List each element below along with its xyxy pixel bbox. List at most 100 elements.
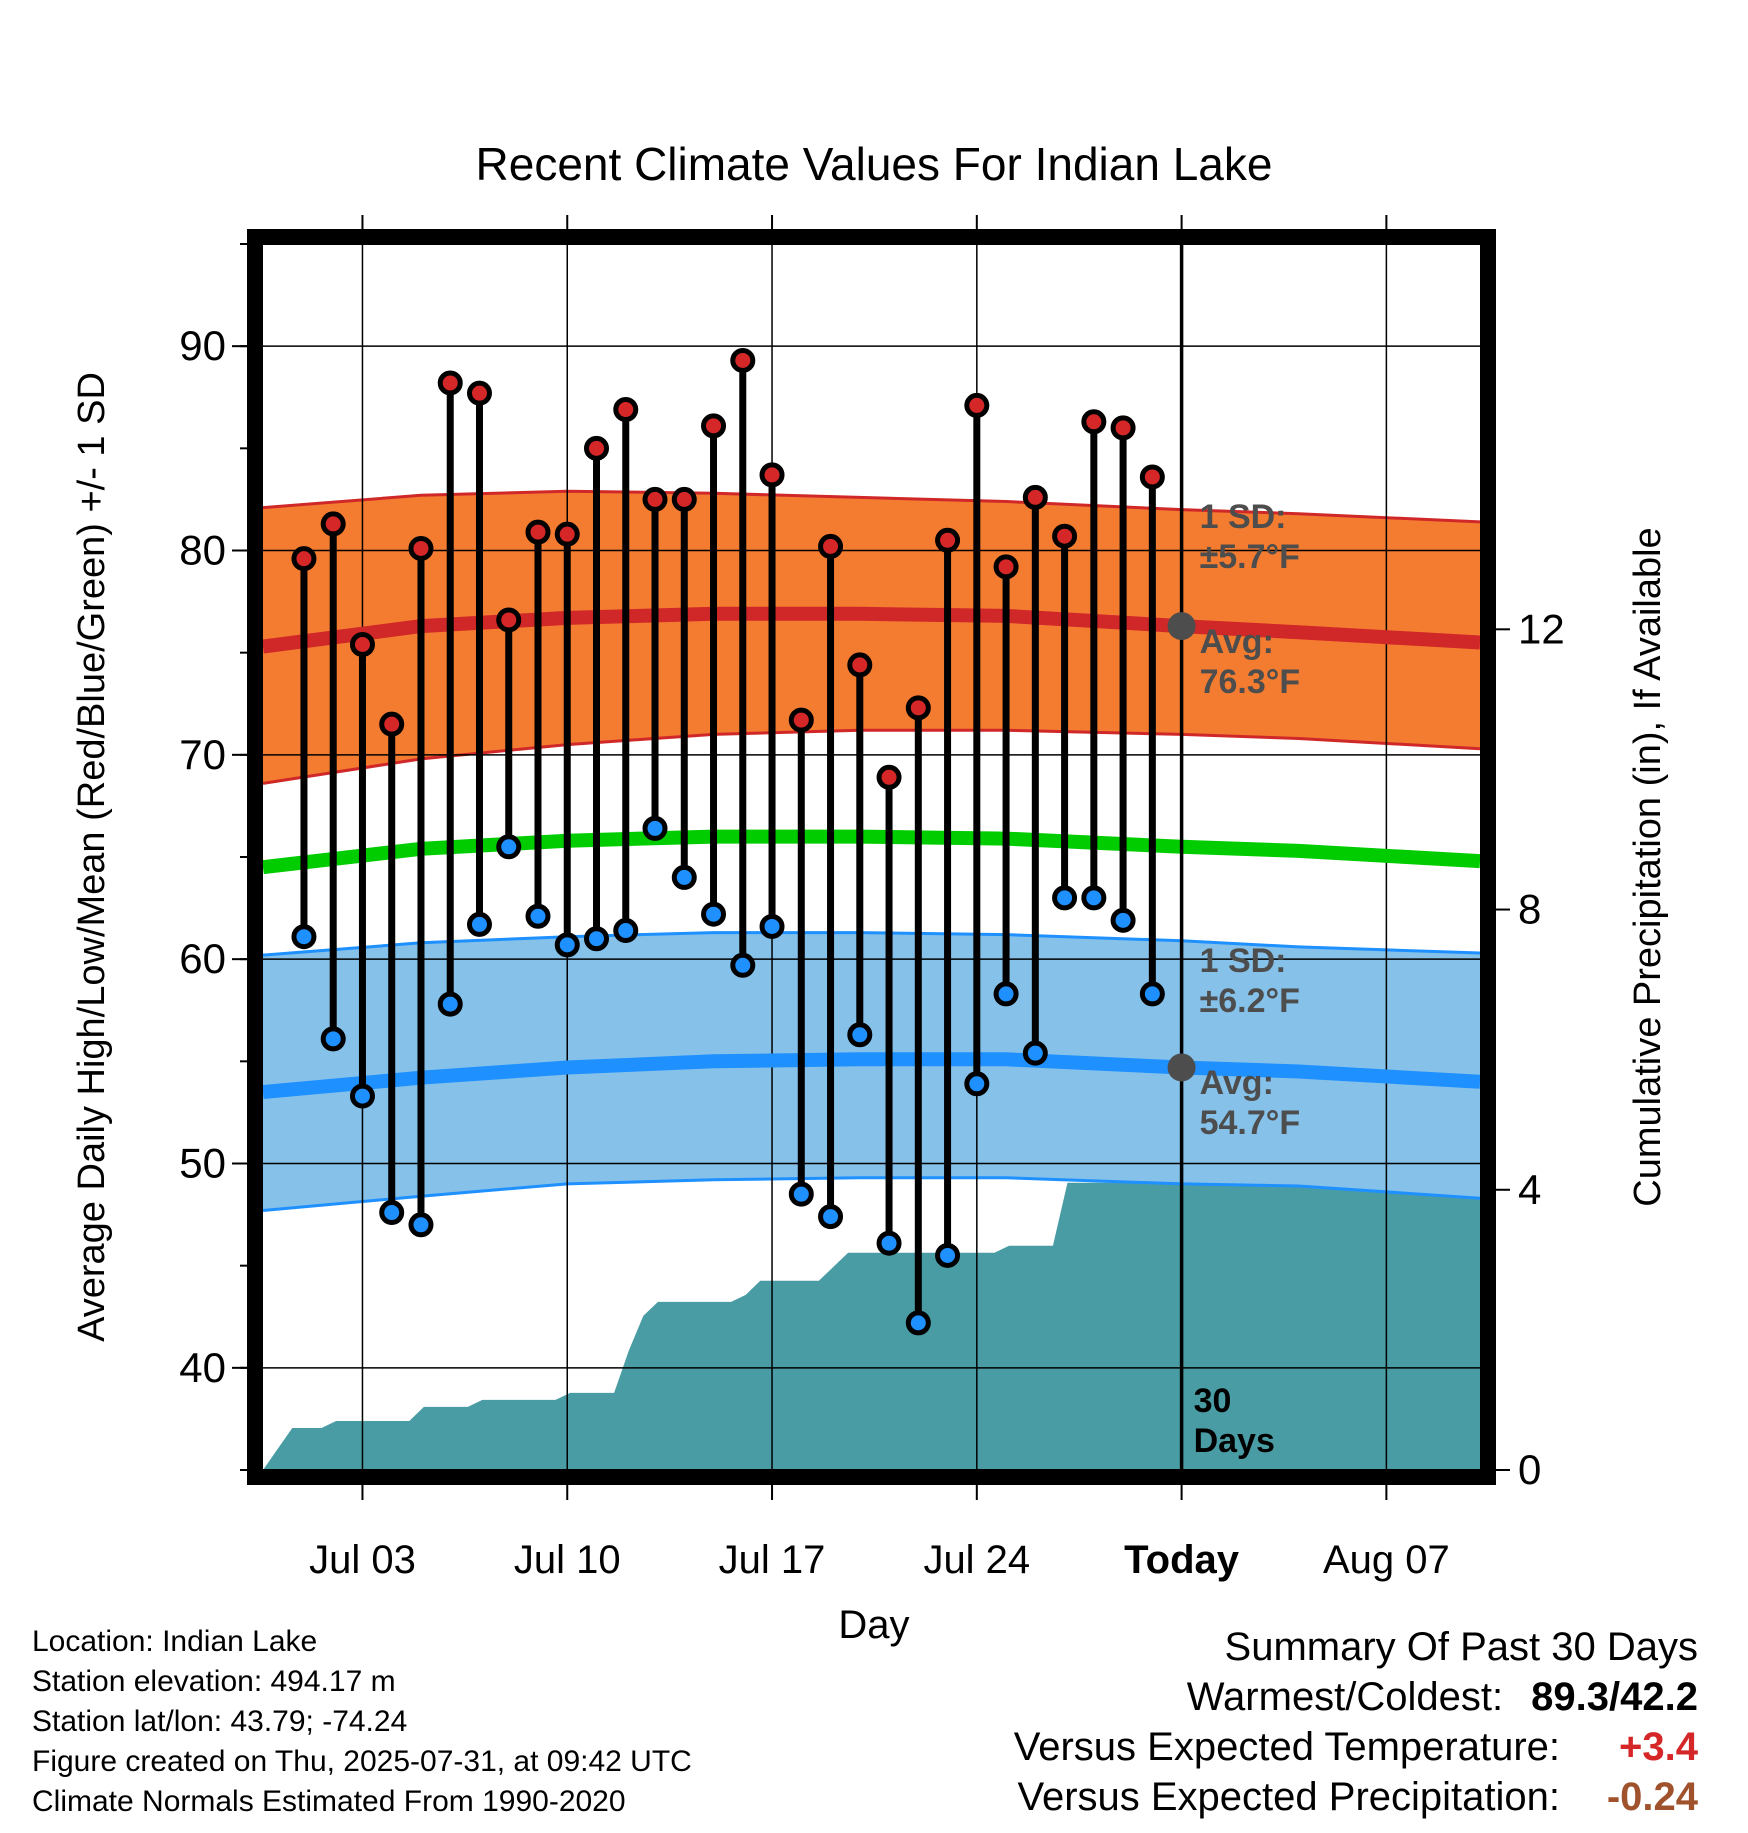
low-point <box>993 981 1019 1007</box>
y-tick-label: 80 <box>179 527 226 574</box>
low-point <box>408 1212 434 1238</box>
normals-text: Climate Normals Estimated From 1990-2020 <box>32 1785 626 1818</box>
low-point <box>905 1310 931 1336</box>
low-point <box>584 926 610 952</box>
created-text: Figure created on Thu, 2025-07-31, at 09… <box>32 1745 692 1778</box>
precip-label: Versus Expected Precipitation: <box>1017 1775 1560 1819</box>
latlon-text: Station lat/lon: 43.79; -74.24 <box>32 1705 408 1738</box>
high-point <box>730 347 756 373</box>
y-tick-label: 70 <box>179 731 226 778</box>
high-point <box>613 397 639 423</box>
low-avg-marker <box>1167 1053 1196 1082</box>
low-point <box>818 1204 844 1230</box>
low-avg-label: Avg: 54.7°F <box>1200 1064 1301 1142</box>
plot-frame <box>247 229 1496 1485</box>
temp-row: Versus Expected Temperature: +3.4 <box>1014 1722 1698 1772</box>
x-tick-label: Aug 07 <box>1323 1538 1450 1582</box>
low-point <box>1110 907 1136 933</box>
high-point <box>642 486 668 512</box>
low-point <box>320 1026 346 1052</box>
plot-area <box>263 244 1480 1470</box>
low-point <box>759 913 785 939</box>
days-label: 30 Days <box>1194 1382 1275 1460</box>
high-point <box>291 546 317 572</box>
station-info: Location: Indian Lake Station elevation:… <box>32 1622 692 1822</box>
high-avg-marker <box>1167 612 1196 641</box>
y2-axis-label: Cumulative Precipitation (in), If Availa… <box>1627 527 1669 1206</box>
high-point <box>379 711 405 737</box>
high-point <box>554 521 580 547</box>
high-point <box>935 527 961 553</box>
low-point <box>1022 1040 1048 1066</box>
low-point <box>1052 885 1078 911</box>
high-point <box>759 462 785 488</box>
low-point <box>466 911 492 937</box>
high-point <box>671 486 697 512</box>
y2-tick-label: 4 <box>1518 1166 1541 1213</box>
precip-area <box>263 1182 1480 1470</box>
low-point <box>554 932 580 958</box>
high-point <box>320 511 346 537</box>
high-point <box>1081 409 1107 435</box>
temp-value: +3.4 <box>1619 1725 1698 1769</box>
y-axis-label: Average Daily High/Low/Mean (Red/Blue/Gr… <box>71 372 113 1342</box>
y-tick-label: 50 <box>179 1140 226 1187</box>
warmest-value: 89.3 <box>1531 1675 1610 1719</box>
high-point <box>437 370 463 396</box>
temp-label: Versus Expected Temperature: <box>1013 1725 1560 1769</box>
low-sd-label: 1 SD: ±6.2°F <box>1200 942 1300 1020</box>
high-sd-label: 1 SD: ±5.7°F <box>1200 498 1300 576</box>
low-point <box>642 815 668 841</box>
high-point <box>408 535 434 561</box>
low-point <box>525 903 551 929</box>
high-point <box>496 607 522 633</box>
low-point <box>291 924 317 950</box>
high-sd-band-upper-edge <box>263 489 1480 524</box>
low-point <box>788 1181 814 1207</box>
high-point <box>1022 484 1048 510</box>
high-point <box>584 435 610 461</box>
low-point <box>496 834 522 860</box>
precip-value: -0.24 <box>1606 1775 1698 1819</box>
high-avg-label: Avg: 76.3°F <box>1200 623 1301 701</box>
y-tick-label: 60 <box>179 935 226 982</box>
high-point <box>788 707 814 733</box>
summary-title: Summary Of Past 30 Days <box>1224 1625 1698 1669</box>
low-mean-line <box>263 1052 1480 1099</box>
summary-panel: Summary Of Past 30 Days Warmest/Coldest:… <box>1014 1622 1698 1822</box>
low-point <box>964 1071 990 1097</box>
high-point <box>1052 523 1078 549</box>
high-point <box>993 554 1019 580</box>
x-tick-label: Jul 10 <box>514 1538 621 1582</box>
high-point <box>525 519 551 545</box>
low-point <box>1139 981 1165 1007</box>
warm-cold-label: Warmest/Coldest: <box>1186 1675 1504 1719</box>
y2-tick-label: 8 <box>1518 886 1541 933</box>
location-text: Location: Indian Lake <box>32 1625 318 1658</box>
x-tick-label: Jul 24 <box>923 1538 1030 1582</box>
y2-tick-label: 12 <box>1518 605 1565 652</box>
y2-tick-label: 0 <box>1518 1446 1541 1493</box>
mean-line <box>263 829 1480 875</box>
warm-cold-row: Warmest/Coldest: 89.3/42.2 <box>1186 1675 1698 1719</box>
low-point <box>876 1230 902 1256</box>
x-axis-label: Day <box>838 1603 909 1647</box>
low-sd-band-lower-edge <box>263 1176 1480 1212</box>
high-point <box>349 631 375 657</box>
high-point <box>466 380 492 406</box>
y-tick-label: 90 <box>179 322 226 369</box>
x-tick-label: Jul 03 <box>309 1538 416 1582</box>
low-point <box>437 991 463 1017</box>
x-tick-label: Today <box>1124 1538 1240 1582</box>
x-tick-label: Jul 17 <box>719 1538 826 1582</box>
low-point <box>935 1242 961 1268</box>
low-point <box>671 864 697 890</box>
high-point <box>818 533 844 559</box>
high-point <box>964 392 990 418</box>
high-point <box>701 413 727 439</box>
low-point <box>701 901 727 927</box>
elevation-text: Station elevation: 494.17 m <box>32 1665 396 1698</box>
high-mean-line <box>263 606 1480 654</box>
low-point <box>847 1022 873 1048</box>
